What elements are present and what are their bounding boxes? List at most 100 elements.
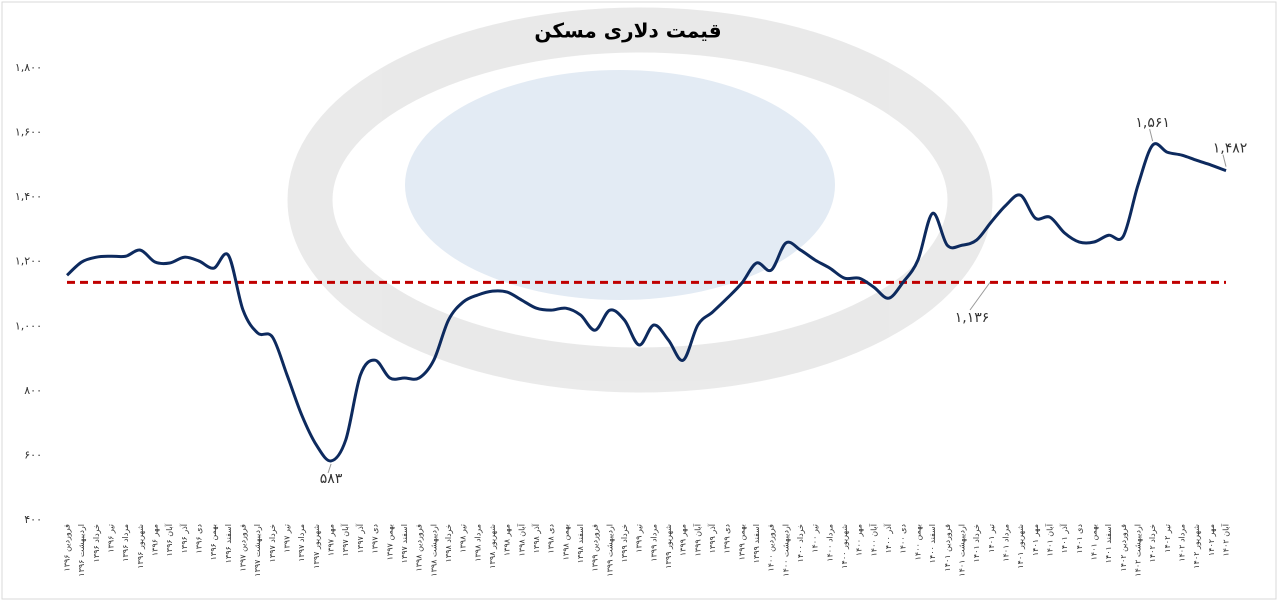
x-tick-label: مرداد ۱۴۰۱ bbox=[1001, 524, 1010, 562]
value-label: ۵۸۳ bbox=[320, 471, 343, 487]
x-tick-label: مرداد ۱۴۰۲ bbox=[1177, 524, 1186, 562]
value-leader bbox=[327, 463, 332, 474]
x-tick-label: اردیبهشت ۱۳۹۷ bbox=[253, 524, 262, 577]
value-leader bbox=[1222, 154, 1227, 167]
x-tick-label: آذر ۱۳۹۶ bbox=[179, 523, 189, 553]
x-tick-label: مرداد ۱۳۹۸ bbox=[473, 524, 482, 562]
x-tick-label: اسفند ۱۳۹۸ bbox=[576, 524, 585, 563]
x-tick-label: آذر ۱۳۹۹ bbox=[707, 523, 717, 553]
x-tick-label: فروردین ۱۳۹۸ bbox=[415, 524, 424, 572]
x-tick-label: اسفند ۱۳۹۶ bbox=[224, 524, 233, 563]
x-tick-label: مهر ۱۳۹۶ bbox=[151, 524, 160, 556]
x-tick-label: خرداد ۱۴۰۱ bbox=[972, 524, 981, 562]
x-tick-label: بهمن ۱۳۹۷ bbox=[385, 524, 394, 560]
x-tick-label: آبان ۱۳۹۷ bbox=[340, 523, 350, 556]
x-tick-label: دی ۱۳۹۶ bbox=[195, 524, 204, 554]
x-tick-label: مرداد ۱۳۹۷ bbox=[297, 524, 306, 562]
x-tick-label: مرداد ۱۴۰۰ bbox=[825, 524, 834, 562]
x-tick-label: فروردین ۱۴۰۰ bbox=[767, 524, 776, 572]
x-tick-label: اردیبهشت ۱۴۰۱ bbox=[957, 524, 966, 577]
x-tick-label: مهر ۱۴۰۲ bbox=[1207, 524, 1216, 556]
x-tick-label: خرداد ۱۴۰۰ bbox=[796, 524, 805, 562]
x-tick-label: اسفند ۱۴۰۱ bbox=[1104, 524, 1113, 563]
x-tick-label: فروردین ۱۳۹۶ bbox=[63, 524, 72, 572]
x-tick-label: دی ۱۳۹۷ bbox=[371, 524, 380, 554]
x-tick-label: شهریور ۱۴۰۱ bbox=[1016, 524, 1025, 569]
x-tick-label: آبان ۱۴۰۱ bbox=[1044, 523, 1054, 556]
x-tick-label: خرداد ۱۴۰۲ bbox=[1148, 524, 1157, 562]
x-tick-label: دی ۱۴۰۰ bbox=[899, 524, 908, 554]
x-tick-label: مهر ۱۴۰۱ bbox=[1031, 524, 1040, 556]
x-tick-label: اسفند ۱۳۹۹ bbox=[752, 524, 761, 563]
x-tick-label: آذر ۱۳۹۷ bbox=[355, 523, 365, 553]
x-tick-label: شهریور ۱۳۹۷ bbox=[312, 524, 321, 569]
x-tick-label: آبان ۱۳۹۸ bbox=[516, 523, 526, 556]
x-tick-label: شهریور ۱۴۰۲ bbox=[1192, 524, 1201, 569]
x-tick-label: بهمن ۱۳۹۸ bbox=[561, 524, 570, 560]
value-label: ۱,۴۸۲ bbox=[1213, 141, 1248, 157]
x-tick-label: دی ۱۳۹۸ bbox=[547, 524, 556, 554]
x-tick-label: اردیبهشت ۱۳۹۶ bbox=[77, 524, 86, 577]
value-label: ۱,۵۶۱ bbox=[1135, 115, 1170, 131]
x-tick-label: مهر ۱۳۹۷ bbox=[327, 524, 336, 556]
y-tick-label: ۴۰۰ bbox=[24, 513, 42, 526]
x-tick-label: اردیبهشت ۱۴۰۰ bbox=[781, 524, 790, 577]
x-tick-label: فروردین ۱۴۰۲ bbox=[1119, 524, 1128, 572]
x-tick-label: فروردین ۱۳۹۹ bbox=[591, 524, 600, 572]
x-tick-label: اسفند ۱۳۹۷ bbox=[400, 524, 409, 563]
x-tick-label: بهمن ۱۳۹۹ bbox=[737, 524, 746, 560]
x-tick-label: فروردین ۱۳۹۷ bbox=[239, 524, 248, 572]
x-tick-label: تیر ۱۴۰۰ bbox=[811, 524, 820, 553]
x-tick-label: آبان ۱۳۹۹ bbox=[692, 523, 702, 556]
x-tick-label: تیر ۱۴۰۱ bbox=[987, 524, 996, 553]
y-tick-label: ۶۰۰ bbox=[24, 448, 42, 461]
x-tick-label: اردیبهشت ۱۳۹۸ bbox=[429, 524, 438, 577]
x-tick-label: تیر ۱۳۹۶ bbox=[107, 524, 116, 553]
average-leader bbox=[969, 282, 991, 311]
y-tick-label: ۱,۰۰۰ bbox=[15, 319, 42, 332]
y-tick-label: ۱,۲۰۰ bbox=[15, 255, 42, 268]
x-tick-label: تیر ۱۳۹۸ bbox=[459, 524, 468, 553]
x-tick-label: اردیبهشت ۱۳۹۹ bbox=[605, 524, 614, 577]
x-tick-label: مهر ۱۳۹۹ bbox=[679, 524, 688, 556]
x-tick-label: آبان ۱۳۹۶ bbox=[164, 523, 174, 556]
x-tick-label: خرداد ۱۳۹۶ bbox=[92, 524, 101, 562]
price-line bbox=[65, 142, 1227, 463]
x-tick-label: آبان ۱۴۰۰ bbox=[868, 523, 878, 556]
chart-title: قیمت دلاری مسکن bbox=[534, 19, 721, 43]
x-tick-label: مرداد ۱۳۹۹ bbox=[649, 524, 658, 562]
x-tick-label: آذر ۱۴۰۱ bbox=[1059, 523, 1069, 553]
x-tick-label: مهر ۱۴۰۰ bbox=[855, 524, 864, 556]
y-tick-label: ۸۰۰ bbox=[24, 384, 42, 397]
x-tick-label: خرداد ۱۳۹۷ bbox=[268, 524, 277, 562]
x-tick-label: بهمن ۱۴۰۰ bbox=[913, 524, 922, 560]
x-tick-label: بهمن ۱۴۰۱ bbox=[1089, 524, 1098, 560]
x-tick-label: دی ۱۴۰۱ bbox=[1075, 524, 1084, 554]
x-tick-label: آذر ۱۴۰۰ bbox=[883, 523, 893, 553]
x-tick-label: اردیبهشت ۱۴۰۲ bbox=[1133, 524, 1142, 577]
x-tick-label: تیر ۱۳۹۷ bbox=[283, 524, 292, 553]
x-tick-label: آذر ۱۳۹۸ bbox=[531, 523, 541, 553]
y-tick-label: ۱,۸۰۰ bbox=[15, 61, 42, 74]
x-tick-label: بهمن ۱۳۹۶ bbox=[209, 524, 218, 560]
x-tick-label: شهریور ۱۳۹۹ bbox=[664, 524, 673, 569]
x-tick-label: آبان ۱۴۰۲ bbox=[1221, 523, 1231, 556]
x-tick-label: خرداد ۱۳۹۹ bbox=[620, 524, 629, 562]
x-tick-label: مهر ۱۳۹۸ bbox=[503, 524, 512, 556]
x-tick-label: خرداد ۱۳۹۸ bbox=[444, 524, 453, 562]
value-leader bbox=[1149, 129, 1154, 142]
watermark bbox=[287, 7, 993, 393]
x-tick-label: شهریور ۱۳۹۶ bbox=[136, 524, 145, 569]
x-tick-label: دی ۱۳۹۹ bbox=[723, 524, 732, 554]
x-tick-label: شهریور ۱۳۹۸ bbox=[488, 524, 497, 569]
x-tick-label: اسفند ۱۴۰۰ bbox=[928, 524, 937, 563]
x-tick-label: فروردین ۱۴۰۱ bbox=[943, 524, 952, 572]
x-tick-label: مرداد ۱۳۹۶ bbox=[121, 524, 130, 562]
x-tick-label: تیر ۱۳۹۹ bbox=[635, 524, 644, 553]
x-tick-label: شهریور ۱۴۰۰ bbox=[840, 524, 849, 569]
y-tick-label: ۱,۶۰۰ bbox=[15, 126, 42, 139]
y-tick-label: ۱,۴۰۰ bbox=[15, 190, 42, 203]
